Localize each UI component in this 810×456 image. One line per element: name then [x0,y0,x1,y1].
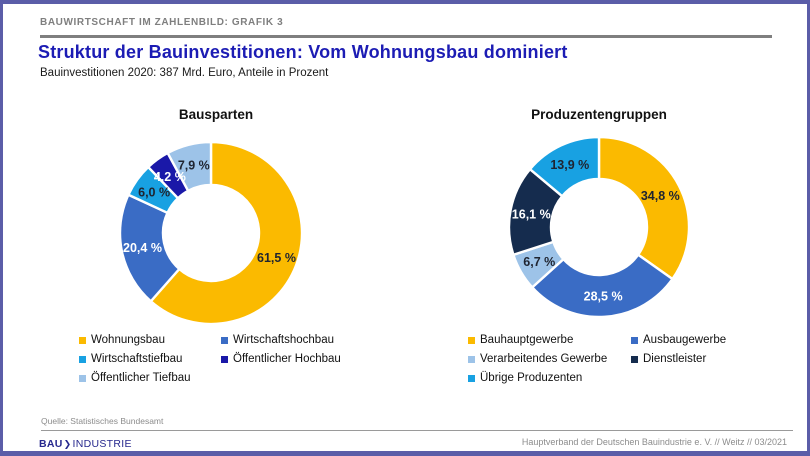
legend-swatch-icon [79,355,86,363]
legend-label: Verarbeitendes Gewerbe [480,353,608,365]
legend-label: Öffentlicher Tiefbau [91,372,191,384]
legend-item: Übrige Produzenten [468,371,631,385]
slice-label: 16,1 % [512,207,551,221]
legend-swatch-icon [468,355,475,363]
legend-produzentengruppen: Bauhauptgewerbe Ausbaugewerbe Verarbeitend… [468,333,726,385]
legend-item: Ausbaugewerbe [631,333,726,347]
legend-swatch-icon [631,336,638,344]
page-title: Struktur der Bauinvestitionen: Vom Wohnu… [38,42,568,62]
legend-swatch-icon [79,374,86,382]
chart-title-bausparten: Bausparten [178,107,254,122]
donut-slice [149,140,304,326]
credit-line: Hauptverband der Deutschen Bauindustrie … [521,437,787,447]
legend-item: Verarbeitendes Gewerbe [468,352,631,366]
legend-label: Wirtschaftstiefbau [91,353,183,365]
slice-label: 34,8 % [641,189,680,203]
chart-title-produzentengruppen: Produzentengruppen [531,107,667,122]
donut-slice [166,140,213,193]
legend-swatch-icon [468,336,475,344]
legend-swatch-icon [221,355,228,363]
donut-chart-bausparten: 61,5 % 20,4 % 6,0 % 4,2 %7,9 % [118,140,304,326]
footer-rule [41,430,793,431]
donut-chart-produzentengruppen: 34,8 % 28,5 % 6,7 % 16,1 % 13,9 % [507,135,691,319]
legend-swatch-icon [631,355,638,363]
page-subtitle: Bauinvestitionen 2020: 387 Mrd. Euro, An… [40,67,329,79]
slice-label: 7,9 % [178,159,210,173]
legend-label: Ausbaugewerbe [643,334,727,346]
legend-item: Bauhauptgewerbe [468,333,631,347]
chevron-icon: ❯ [63,438,72,449]
legend-item: Öffentlicher Tiefbau [79,371,221,385]
slice-label: 61,5 % [257,251,296,265]
legend-label: Wirtschaftshochbau [233,334,334,346]
slice-label: 28,5 % [584,289,623,303]
donut-slice [530,253,675,319]
legend-label: Dienstleister [643,353,707,365]
legend-item: Dienstleister [631,352,726,366]
slice-label: 6,7 % [523,255,555,269]
legend-label: Wohnungsbau [91,334,165,346]
legend-swatch-icon [468,374,475,382]
logo-text-industrie: INDUSTRIE [72,438,132,450]
legend-label: Bauhauptgewerbe [480,334,574,346]
legend-swatch-icon [221,336,228,344]
legend-bausparten: Wohnungsbau Wirtschaftshochbau Wirtschafts… [79,333,341,385]
legend-label: Übrige Produzenten [480,372,583,384]
legend-label: Öffentlicher Hochbau [233,353,341,365]
slice-label: 13,9 % [550,158,589,172]
logo-text-bau: BAU [39,438,63,450]
slice-label: 20,4 % [123,241,162,255]
donut-slice [528,135,601,198]
slice-label: 4,2 % [154,170,186,184]
legend-item: Wohnungsbau [79,333,221,347]
legend-item: Öffentlicher Hochbau [221,352,341,366]
bauindustrie-logo: BAU ❯ INDUSTRIE [39,438,132,450]
legend-item: Wirtschaftstiefbau [79,352,221,366]
legend-swatch-icon [79,336,86,344]
kicker-label: BAUWIRTSCHAFT IM ZAHLENBILD: GRAFIK 3 [40,17,284,28]
legend-item: Wirtschaftshochbau [221,333,341,347]
source-note: Quelle: Statistisches Bundesamt [41,416,164,426]
slice-label: 6,0 % [138,186,170,200]
donut-slice [597,135,691,281]
header-rule [40,35,772,38]
